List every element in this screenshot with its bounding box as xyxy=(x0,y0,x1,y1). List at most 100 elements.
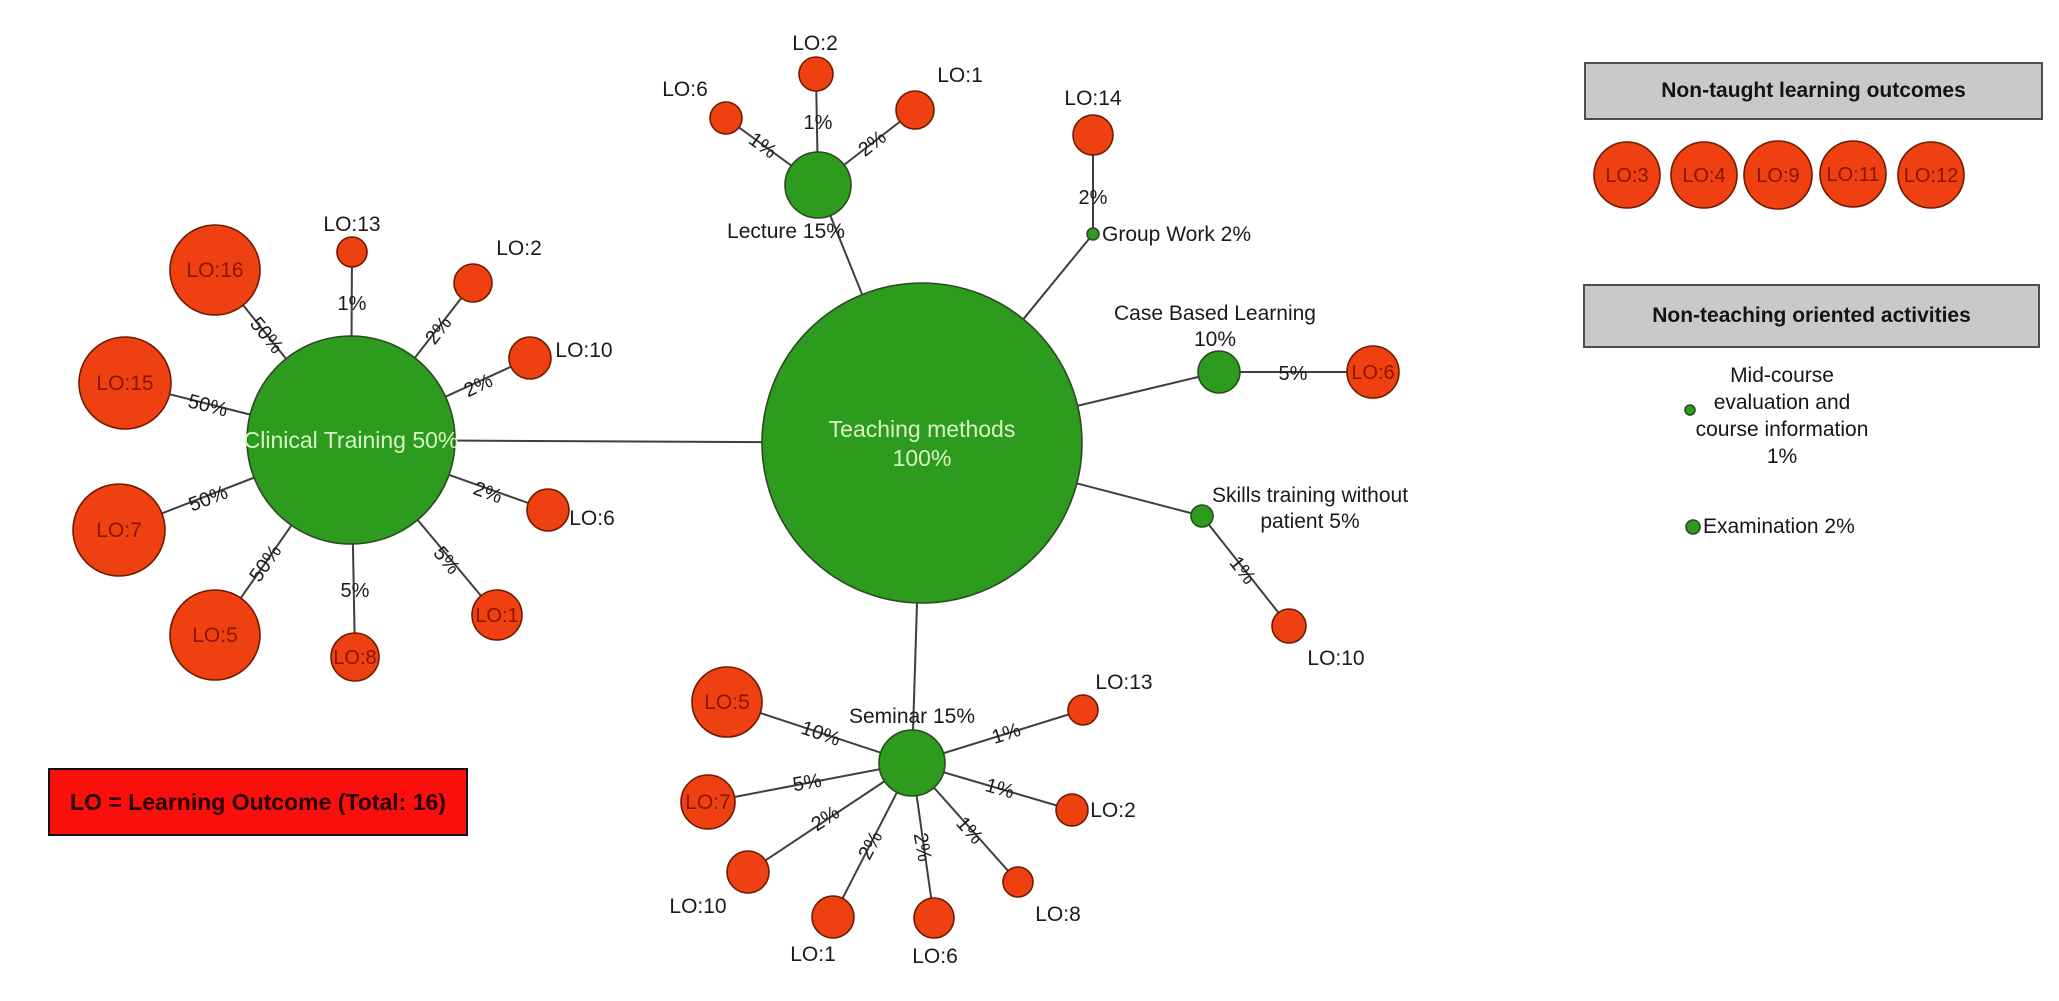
node-label-lecture: Lecture 15% xyxy=(727,220,845,243)
node-label-leg12: LO:12 xyxy=(1904,165,1958,187)
edge-weight-label: 1% xyxy=(983,774,1017,803)
edge-weight-label: 2% xyxy=(854,827,887,863)
node-label-s7: LO:7 xyxy=(685,791,731,814)
node-label-c16: LO:16 xyxy=(186,259,243,282)
node-leg11 xyxy=(1819,140,1887,208)
node-label-s1: LO:1 xyxy=(790,943,836,966)
node-l2 xyxy=(798,56,834,92)
node-l6 xyxy=(709,101,743,135)
node-leg12 xyxy=(1897,141,1965,209)
node-c16 xyxy=(169,224,261,316)
node-label-c15: LO:15 xyxy=(96,372,153,395)
node-label-leg3: LO:3 xyxy=(1605,165,1648,187)
node-label-c6: LO:6 xyxy=(569,507,615,530)
edge-weight-label: 10% xyxy=(798,717,843,751)
node-c15 xyxy=(78,336,172,430)
node-label-teaching: Teaching methods 100% xyxy=(829,416,1016,471)
lo-footnote-text: LO = Learning Outcome (Total: 16) xyxy=(70,788,446,815)
node-label-c8: LO:8 xyxy=(333,647,376,669)
edge-weight-label: 50% xyxy=(186,481,231,516)
node-label-l2: LO:2 xyxy=(792,32,838,55)
node-c5 xyxy=(169,589,261,681)
node-label-s13: LO:13 xyxy=(1095,671,1152,694)
legend-non-taught-title: Non-taught learning outcomes xyxy=(1661,79,1966,102)
edge-weight-label: 1% xyxy=(989,719,1023,749)
edge-weight-label: 1% xyxy=(338,293,367,315)
edge-weight-label: 5% xyxy=(791,770,824,797)
node-label-s6: LO:6 xyxy=(912,945,958,968)
node-label-s5: LO:5 xyxy=(704,691,750,714)
edge-weight-label: 2% xyxy=(470,478,505,509)
node-label-l1: LO:1 xyxy=(937,64,983,87)
node-s7 xyxy=(680,774,736,830)
edge-weight-label: 2% xyxy=(461,370,497,402)
node-l1 xyxy=(895,90,935,130)
node-s6 xyxy=(913,897,955,939)
mid-course-evaluation-label: Mid-course evaluation and course informa… xyxy=(1695,364,1869,468)
node-label-groupwork: Group Work 2% xyxy=(1102,223,1251,246)
legend-non-teaching-title: Non-teaching oriented activities xyxy=(1652,304,1971,327)
node-s13 xyxy=(1067,694,1099,726)
node-leg9 xyxy=(1743,140,1813,210)
node-groupwork xyxy=(1086,227,1100,241)
node-label-seminar: Seminar 15% xyxy=(849,705,975,728)
node-label-c7: LO:7 xyxy=(96,519,142,542)
node-label-leg9: LO:9 xyxy=(1756,165,1799,187)
node-label-c2: LO:2 xyxy=(496,237,542,260)
node-c2 xyxy=(453,263,493,303)
node-label-lo14: LO:14 xyxy=(1064,87,1122,110)
node-label-c5: LO:5 xyxy=(192,624,238,647)
node-s10 xyxy=(726,850,770,894)
legend-non-teaching-header: Non-teaching oriented activities xyxy=(1583,284,2040,348)
node-s1 xyxy=(811,895,855,939)
node-label-c10: LO:10 xyxy=(555,339,612,362)
lo-footnote-box: LO = Learning Outcome (Total: 16) xyxy=(48,768,468,836)
node-lo14 xyxy=(1072,114,1114,156)
node-label-s10: LO:10 xyxy=(669,895,726,918)
edge-weight-label: 50% xyxy=(186,390,230,421)
edge-seminar-s7 xyxy=(707,762,913,803)
node-label-sk10: LO:10 xyxy=(1307,647,1364,670)
edge-weight-label: 1% xyxy=(744,128,780,163)
node-label-l6: LO:6 xyxy=(662,78,708,101)
node-c6 xyxy=(526,488,570,532)
edge-weight-label: 2% xyxy=(909,831,936,864)
node-cbl6 xyxy=(1346,345,1400,399)
node-dot-midcourse xyxy=(1684,404,1696,416)
edge-weight-label: 2% xyxy=(807,802,843,836)
node-seminar xyxy=(878,729,946,797)
node-skills xyxy=(1190,504,1214,528)
node-label-c13: LO:13 xyxy=(323,213,380,236)
node-cbl xyxy=(1197,350,1241,394)
edge-weight-label: 2% xyxy=(854,126,890,161)
node-s5 xyxy=(691,666,763,738)
node-c13 xyxy=(336,236,368,268)
edge-weight-label: 5% xyxy=(1279,363,1308,385)
node-leg3 xyxy=(1593,141,1661,209)
node-leg4 xyxy=(1670,141,1738,209)
edge-weight-label: 1% xyxy=(804,112,833,134)
node-c10 xyxy=(508,336,552,380)
edge-weight-label: 50% xyxy=(245,541,286,587)
node-label-s2: LO:2 xyxy=(1090,799,1136,822)
node-label-clinical: Clinical Training 50% xyxy=(244,427,459,453)
node-lecture xyxy=(784,151,852,219)
node-clinical xyxy=(246,335,456,545)
legend-non-taught-header: Non-taught learning outcomes xyxy=(1584,62,2043,120)
node-label-cbl6: LO:6 xyxy=(1351,362,1394,384)
node-label-leg11: LO:11 xyxy=(1827,164,1880,186)
node-label-c1: LO:1 xyxy=(475,605,518,627)
edge-skills-sk10 xyxy=(1201,515,1290,627)
edge-weight-label: 5% xyxy=(429,543,465,579)
examination-label: Examination 2% xyxy=(1703,515,1855,538)
edge-weight-label: 5% xyxy=(341,580,370,602)
node-sk10 xyxy=(1271,608,1307,644)
node-teaching xyxy=(761,282,1083,604)
node-label-s8: LO:8 xyxy=(1035,903,1081,926)
node-s8 xyxy=(1002,866,1034,898)
node-dot-exam xyxy=(1685,519,1701,535)
node-c1 xyxy=(471,589,523,641)
edge-weight-label: 2% xyxy=(1079,187,1108,209)
